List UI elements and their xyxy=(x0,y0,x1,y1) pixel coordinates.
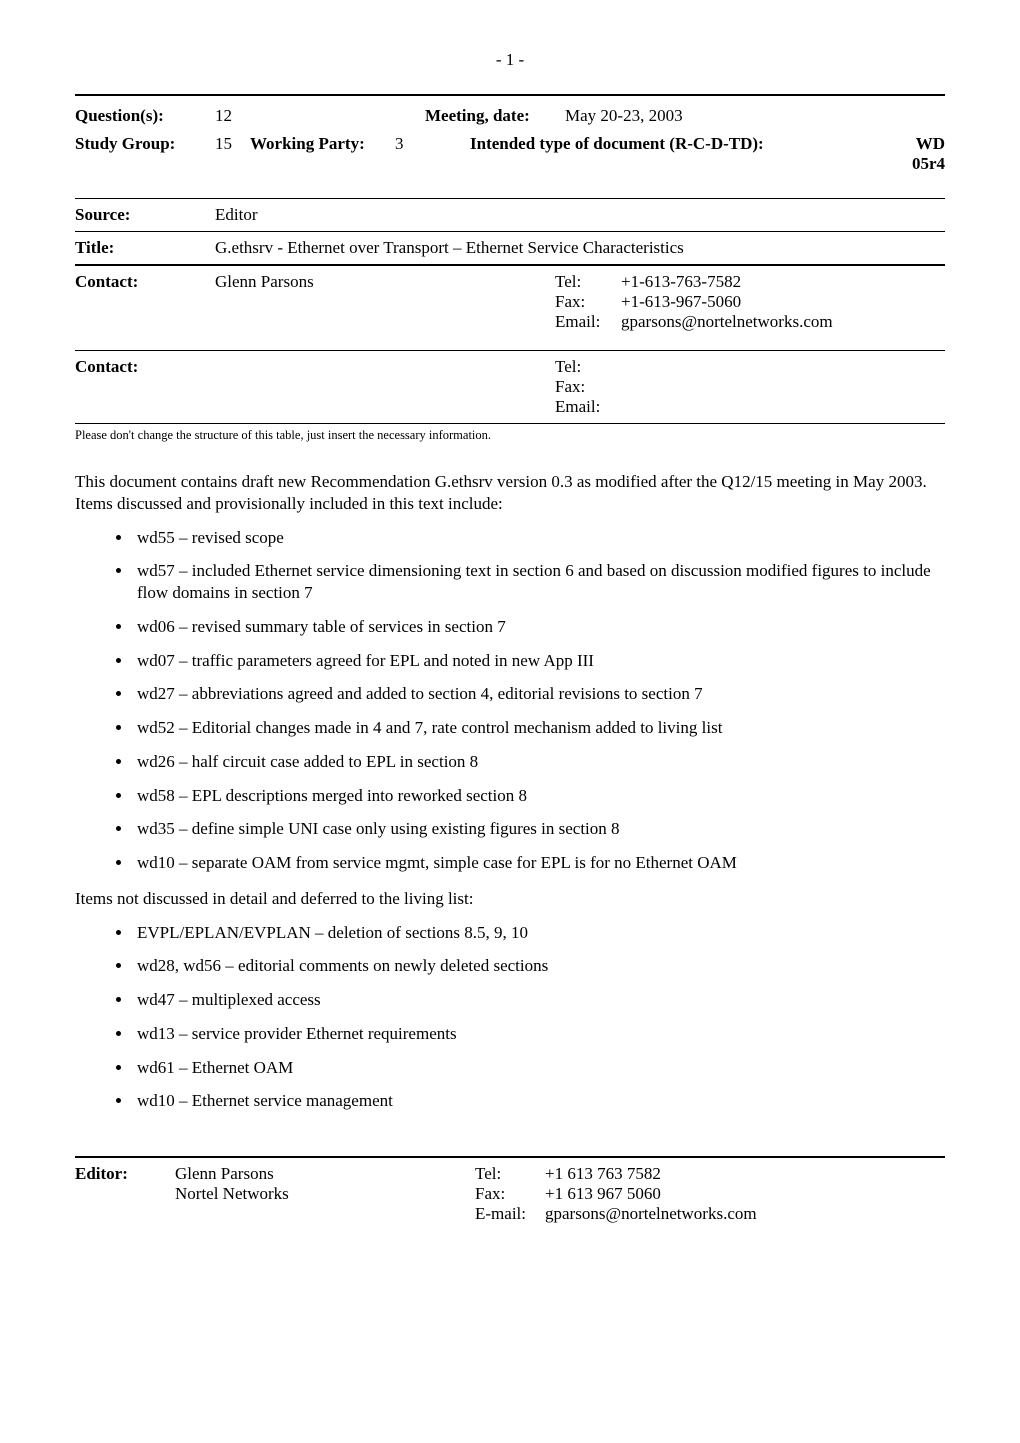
meeting-date-value: May 20-23, 2003 xyxy=(565,106,683,126)
page-number-top: - 1 - xyxy=(75,50,945,70)
header-row-contact1: Contact: Glenn Parsons Tel: +1-613-763-7… xyxy=(75,266,945,350)
question-value: 12 xyxy=(215,106,425,126)
footer-email: gparsons@nortelnetworks.com xyxy=(545,1204,757,1223)
divider xyxy=(75,423,945,424)
bullet-list-2: EVPL/EPLAN/EVPLAN – deletion of sections… xyxy=(75,922,945,1113)
footer-divider xyxy=(75,1156,945,1158)
list-item: wd10 – separate OAM from service mgmt, s… xyxy=(133,852,945,874)
study-group-label: Study Group: xyxy=(75,134,215,154)
contact1-details: Tel: +1-613-763-7582 Fax: +1-613-967-506… xyxy=(555,272,833,344)
editor-org: Nortel Networks xyxy=(175,1184,475,1204)
contact2-label: Contact: xyxy=(75,357,215,417)
footer-fax-label: Fax: xyxy=(475,1184,545,1204)
list-item: wd10 – Ethernet service management xyxy=(133,1090,945,1112)
contact2-fax-label: Fax: xyxy=(555,377,621,397)
editor-name-org: Glenn Parsons Nortel Networks xyxy=(175,1164,475,1224)
footer: Editor: Glenn Parsons Nortel Networks Te… xyxy=(75,1164,945,1224)
title-value: G.ethsrv - Ethernet over Transport – Eth… xyxy=(215,238,684,258)
footer-email-label: E-mail: xyxy=(475,1204,545,1224)
title-label: Title: xyxy=(75,238,215,258)
contact1-name: Glenn Parsons xyxy=(215,272,555,344)
list-item: wd52 – Editorial changes made in 4 and 7… xyxy=(133,717,945,739)
contact2-email-label: Email: xyxy=(555,397,621,417)
editor-label: Editor: xyxy=(75,1164,175,1224)
list-item: wd28, wd56 – editorial comments on newly… xyxy=(133,955,945,977)
contact1-label: Contact: xyxy=(75,272,215,344)
contact2-details: Tel: Fax: Email: xyxy=(555,357,621,417)
wd-code: WD 05r4 xyxy=(890,134,945,174)
mid-paragraph: Items not discussed in detail and deferr… xyxy=(75,888,945,910)
editor-contact: Tel:+1 613 763 7582 Fax:+1 613 967 5060 … xyxy=(475,1164,757,1224)
contact1-fax: +1-613-967-5060 xyxy=(621,292,741,312)
body: This document contains draft new Recomme… xyxy=(75,471,945,1112)
contact2-tel-label: Tel: xyxy=(555,357,621,377)
intended-type-label: Intended type of document (R-C-D-TD): xyxy=(470,134,890,154)
header-row-contact2: Contact: Tel: Fax: Email: xyxy=(75,351,945,423)
list-item: wd58 – EPL descriptions merged into rewo… xyxy=(133,785,945,807)
editor-name: Glenn Parsons xyxy=(175,1164,475,1184)
source-value: Editor xyxy=(215,205,258,225)
header-row-studygroup: Study Group: 15 Working Party: 3 Intende… xyxy=(75,132,945,198)
table-caption: Please don't change the structure of thi… xyxy=(75,428,945,443)
wd-code-line2: 05r4 xyxy=(890,154,945,174)
list-item: wd13 – service provider Ethernet require… xyxy=(133,1023,945,1045)
contact1-email: gparsons@nortelnetworks.com xyxy=(621,312,833,332)
question-label: Question(s): xyxy=(75,106,215,126)
footer-tel-label: Tel: xyxy=(475,1164,545,1184)
bullet-list-1: wd55 – revised scope wd57 – included Ethe… xyxy=(75,527,945,874)
study-group-value: 15 xyxy=(215,134,250,154)
footer-tel: +1 613 763 7582 xyxy=(545,1164,661,1183)
list-item: wd47 – multiplexed access xyxy=(133,989,945,1011)
working-party-label: Working Party: xyxy=(250,134,395,154)
source-label: Source: xyxy=(75,205,215,225)
list-item: wd26 – half circuit case added to EPL in… xyxy=(133,751,945,773)
list-item: wd57 – included Ethernet service dimensi… xyxy=(133,560,945,604)
footer-fax: +1 613 967 5060 xyxy=(545,1184,661,1203)
intro-paragraph: This document contains draft new Recomme… xyxy=(75,471,945,515)
contact1-fax-label: Fax: xyxy=(555,292,621,312)
contact1-tel: +1-613-763-7582 xyxy=(621,272,741,292)
header-row-question: Question(s): 12 Meeting, date: May 20-23… xyxy=(75,96,945,132)
list-item: wd06 – revised summary table of services… xyxy=(133,616,945,638)
contact1-tel-label: Tel: xyxy=(555,272,621,292)
list-item: wd07 – traffic parameters agreed for EPL… xyxy=(133,650,945,672)
list-item: wd27 – abbreviations agreed and added to… xyxy=(133,683,945,705)
list-item: wd35 – define simple UNI case only using… xyxy=(133,818,945,840)
header-table: Question(s): 12 Meeting, date: May 20-23… xyxy=(75,96,945,424)
header-row-source: Source: Editor xyxy=(75,199,945,231)
contact2-name xyxy=(215,357,555,417)
meeting-date-label: Meeting, date: xyxy=(425,106,565,126)
contact1-email-label: Email: xyxy=(555,312,621,332)
list-item: wd55 – revised scope xyxy=(133,527,945,549)
list-item: wd61 – Ethernet OAM xyxy=(133,1057,945,1079)
wd-code-line1: WD xyxy=(890,134,945,154)
working-party-value: 3 xyxy=(395,134,470,154)
list-item: EVPL/EPLAN/EVPLAN – deletion of sections… xyxy=(133,922,945,944)
header-row-title: Title: G.ethsrv - Ethernet over Transpor… xyxy=(75,232,945,264)
